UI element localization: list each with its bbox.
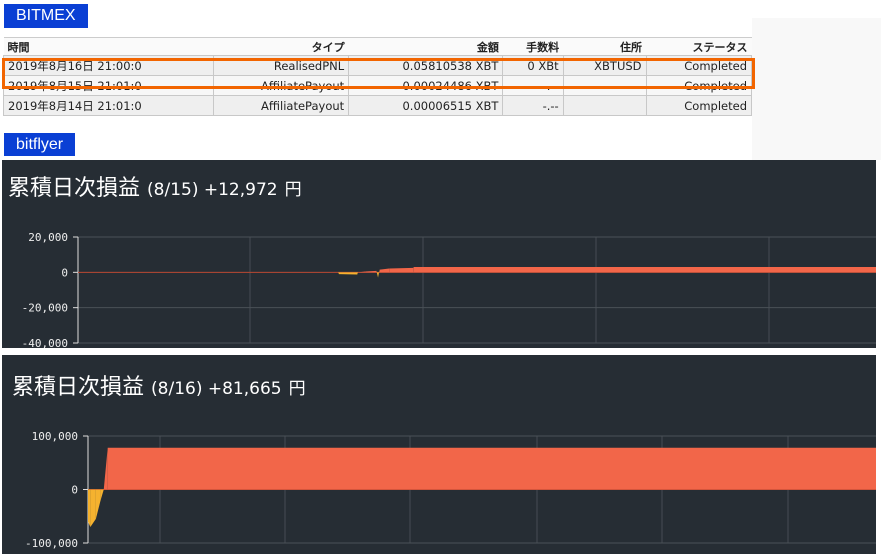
area-segment [413,267,414,273]
chart-subtitle: (8/15) +12,972 [147,180,278,200]
chart-title-text: 累積日次損益 [12,375,145,400]
area-segment [88,489,91,527]
table-cell: AffiliatePayout [212,75,350,96]
chart-panel-2: 累積日次損益 (8/16) +81,665 円 100,000 0 -100,000 [2,355,876,554]
chart-2: 100,000 0 -100,000 [25,430,876,550]
side-panel [752,18,881,160]
y-tick-label: 100,000 [32,430,78,443]
area-segment [103,447,108,490]
area-segment [107,447,876,490]
table-cell: 2019年8月14日 21:01:0 [3,95,214,116]
y-tick-label: 0 [61,266,68,279]
col-time[interactable]: 時間 [3,37,214,56]
area-segment [90,489,96,527]
chart-panel-1: 累積日次損益 (8/15) +12,972 円 20,000 0 -20,000 -4… [2,160,876,350]
area-segment [100,489,104,501]
chart-title-text: 累積日次損益 [8,176,141,201]
chart-title: 累積日次損益 (8/16) +81,665 円 [12,369,306,401]
chart-subtitle: (8/16) +81,665 [151,379,282,399]
chart-1: 20,000 0 -20,000 -40,000 [22,231,876,350]
y-tick-label: -20,000 [22,302,68,315]
chart-unit: 円 [284,180,302,200]
area-segment [379,268,390,273]
col-address[interactable]: 住所 [563,37,647,56]
bitflyer-label: bitflyer [4,133,76,156]
table-cell: -.-- [502,95,564,116]
table-cell: 0.00006515 XBT [348,95,504,116]
chart-title: 累積日次損益 (8/15) +12,972 円 [8,170,302,202]
table-cell: -.-- [502,75,564,96]
table-cell: 0.00024486 XBT [348,75,504,96]
table-cell: Completed [645,75,753,96]
area-segment [378,269,380,278]
table-cell [562,95,647,116]
area-segment [365,270,377,273]
area-segment [389,267,414,273]
chart-unit: 円 [288,379,306,399]
area-segment [357,272,359,275]
area-segment [95,489,101,519]
table-cell: AffiliatePayout [212,95,350,116]
highlight-box [2,58,755,89]
col-fee[interactable]: 手数料 [502,37,564,56]
y-tick-label: 20,000 [28,231,68,244]
col-amount[interactable]: 金額 [348,37,503,56]
area-segment [338,272,358,275]
table-row[interactable]: 2019年8月14日 21:01:0 AffiliatePayout 0.00006… [3,95,753,116]
table-cell: Completed [645,95,753,116]
col-type[interactable]: タイプ [213,37,349,56]
y-tick-label: -100,000 [25,537,78,550]
area-segment [338,272,339,275]
col-status[interactable]: ステータス [646,37,752,56]
area-segment [413,267,876,273]
table-row[interactable]: 2019年8月15日 21:01:0 AffiliatePayout 0.00024… [3,75,753,96]
bitmex-label: BITMEX [4,4,88,28]
y-tick-label: 0 [71,484,78,497]
y-tick-label: -40,000 [22,337,68,348]
